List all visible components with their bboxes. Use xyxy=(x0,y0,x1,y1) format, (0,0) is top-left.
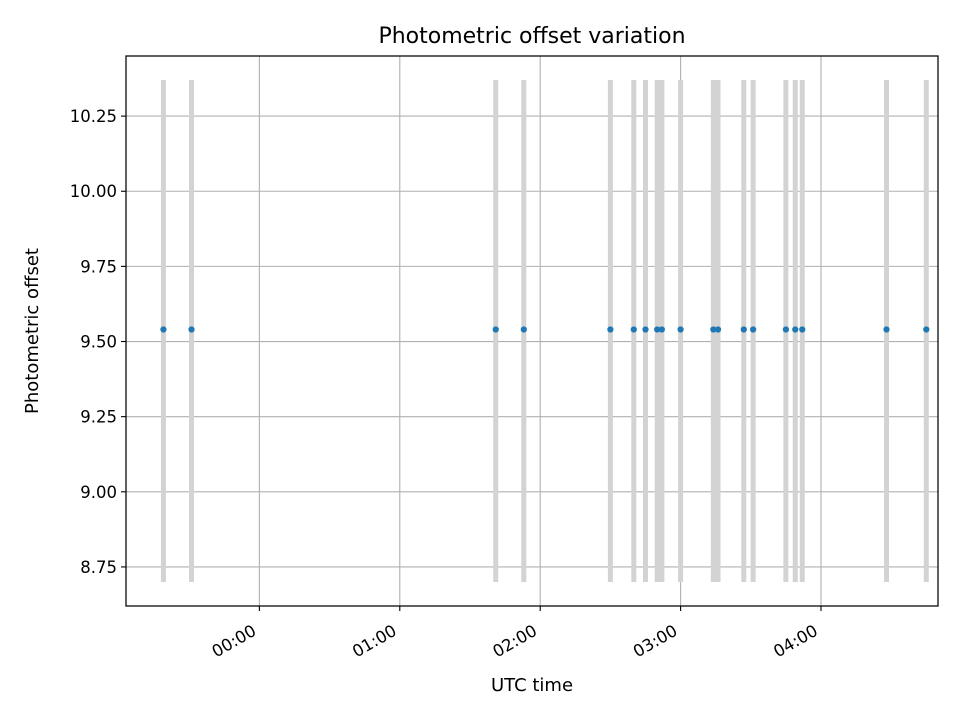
data-point xyxy=(714,326,722,333)
data-points xyxy=(160,326,930,333)
x-axis-label: UTC time xyxy=(491,675,573,696)
y-tick-label: 10.25 xyxy=(70,107,117,126)
y-tick-label: 9.50 xyxy=(80,333,117,352)
data-point xyxy=(642,326,649,333)
data-point xyxy=(160,326,167,333)
data-point xyxy=(883,326,890,333)
y-tick-label: 9.00 xyxy=(80,483,117,502)
data-point xyxy=(799,326,806,333)
data-point xyxy=(188,326,195,333)
y-tick-label: 10.00 xyxy=(70,182,117,201)
data-point xyxy=(492,326,499,333)
y-axis-label: Photometric offset xyxy=(22,248,43,414)
data-point xyxy=(792,326,799,333)
y-tick-label: 9.25 xyxy=(80,408,117,427)
y-tick-label: 8.75 xyxy=(80,558,117,577)
data-point xyxy=(923,326,930,333)
data-point xyxy=(740,326,747,333)
data-point xyxy=(658,326,665,333)
data-point xyxy=(782,326,789,333)
data-point xyxy=(654,326,661,333)
data-point xyxy=(520,326,527,333)
data-point xyxy=(750,326,757,333)
chart-title: Photometric offset variation xyxy=(378,24,685,49)
data-point xyxy=(710,326,717,333)
data-point xyxy=(607,326,614,333)
plot-frame xyxy=(125,55,939,607)
data-point xyxy=(677,326,684,333)
y-tick-label: 9.75 xyxy=(80,257,117,276)
data-point xyxy=(630,326,637,333)
